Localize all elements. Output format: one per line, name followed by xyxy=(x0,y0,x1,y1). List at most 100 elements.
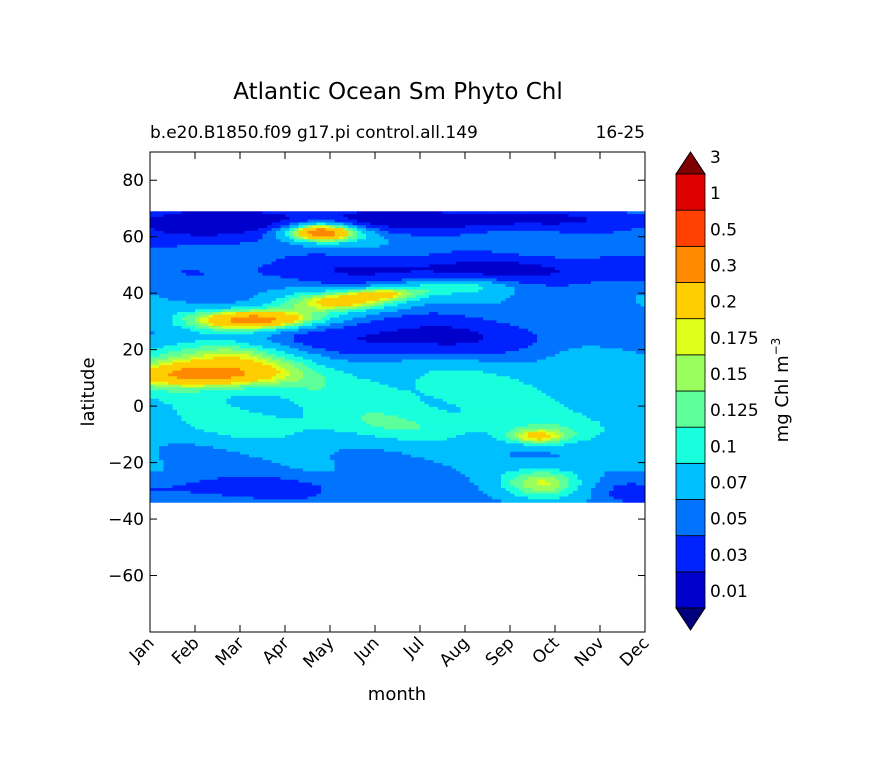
contour-cell xyxy=(546,272,552,277)
contour-cell xyxy=(514,295,520,299)
contour-cell xyxy=(330,230,336,235)
contour-cell xyxy=(451,264,457,268)
contour-cell xyxy=(438,244,444,249)
contour-cell xyxy=(343,236,349,240)
contour-cell xyxy=(348,300,354,305)
contour-cell xyxy=(640,272,645,277)
contour-cell xyxy=(249,233,255,238)
contour-cell xyxy=(546,211,552,215)
contour-cell xyxy=(271,264,277,268)
contour-cell xyxy=(514,236,520,240)
contour-cell xyxy=(523,306,529,310)
contour-cell xyxy=(316,256,322,260)
contour-cell xyxy=(636,295,642,299)
contour-cell xyxy=(357,242,363,246)
contour-cell xyxy=(186,284,192,288)
contour-cell xyxy=(510,286,516,291)
contour-cell xyxy=(244,216,250,221)
contour-cell xyxy=(496,281,502,285)
contour-cell xyxy=(514,270,520,274)
contour-cell xyxy=(379,211,385,215)
contour-cell xyxy=(276,230,282,235)
contour-cell xyxy=(262,219,268,224)
contour-cell xyxy=(442,292,448,296)
contour-cell xyxy=(469,303,475,307)
contour-cell xyxy=(433,297,439,302)
contour-cell xyxy=(150,242,156,246)
contour-cell xyxy=(334,261,340,266)
contour-cell xyxy=(312,289,318,293)
contour-cell xyxy=(339,275,345,280)
contour-cell xyxy=(267,216,273,221)
contour-cell xyxy=(546,297,552,302)
contour-cell xyxy=(249,292,255,296)
contour-cell xyxy=(532,233,538,238)
contour-cell xyxy=(375,242,381,246)
contour-cell xyxy=(532,281,538,285)
contour-cell xyxy=(627,230,633,235)
contour-cell xyxy=(442,272,448,277)
contour-cell xyxy=(514,300,520,305)
contour-cell xyxy=(618,261,624,266)
contour-cell xyxy=(204,242,210,246)
contour-cell xyxy=(501,239,507,243)
contour-cell xyxy=(334,281,340,285)
contour-cell xyxy=(496,250,502,254)
contour-cell xyxy=(532,306,538,310)
contour-cell xyxy=(190,216,196,221)
contour-cell xyxy=(474,236,480,240)
contour-cell xyxy=(474,211,480,215)
contour-cell xyxy=(303,211,309,215)
contour-cell xyxy=(636,242,642,246)
contour-cell xyxy=(523,267,529,271)
contour-cell xyxy=(271,311,277,316)
contour-cell xyxy=(510,297,516,302)
contour-cell xyxy=(262,309,268,313)
contour-cell xyxy=(402,311,408,316)
contour-cell xyxy=(204,236,210,240)
contour-cell xyxy=(339,258,345,263)
contour-cell xyxy=(559,233,565,238)
contour-cell xyxy=(501,211,507,215)
contour-cell xyxy=(190,225,196,229)
contour-cell xyxy=(600,244,606,249)
contour-cell xyxy=(307,264,313,268)
contour-cell xyxy=(636,219,642,224)
contour-cell xyxy=(168,258,174,263)
contour-cell xyxy=(276,214,282,218)
contour-cell xyxy=(402,253,408,257)
contour-cell xyxy=(280,278,286,282)
contour-cell xyxy=(564,275,570,280)
contour-cell xyxy=(226,303,232,307)
contour-cell xyxy=(613,267,619,271)
contour-cell xyxy=(159,230,165,235)
contour-cell xyxy=(424,281,430,285)
contour-cell xyxy=(240,286,246,291)
contour-cell xyxy=(150,225,156,229)
contour-cell xyxy=(433,219,439,224)
contour-cell xyxy=(303,236,309,240)
contour-cell xyxy=(163,264,169,268)
contour-cell xyxy=(168,314,174,319)
contour-cell xyxy=(546,278,552,282)
contour-cell xyxy=(294,247,300,252)
contour-cell xyxy=(384,236,390,240)
contour-cell xyxy=(159,281,165,285)
contour-cell xyxy=(609,284,615,288)
contour-cell xyxy=(217,264,223,268)
contour-cell xyxy=(487,281,493,285)
contour-cell xyxy=(474,281,480,285)
contour-cell xyxy=(325,214,331,218)
contour-cell xyxy=(312,284,318,288)
contour-cell xyxy=(244,250,250,254)
contour-cell xyxy=(307,270,313,274)
contour-cell xyxy=(348,275,354,280)
contour-cell xyxy=(415,225,421,229)
contour-cell xyxy=(411,233,417,238)
contour-cell xyxy=(591,278,597,282)
contour-cell xyxy=(213,242,219,246)
contour-cell xyxy=(267,256,273,260)
contour-cell xyxy=(550,225,556,229)
contour-cell xyxy=(397,236,403,240)
contour-cell xyxy=(204,225,210,229)
